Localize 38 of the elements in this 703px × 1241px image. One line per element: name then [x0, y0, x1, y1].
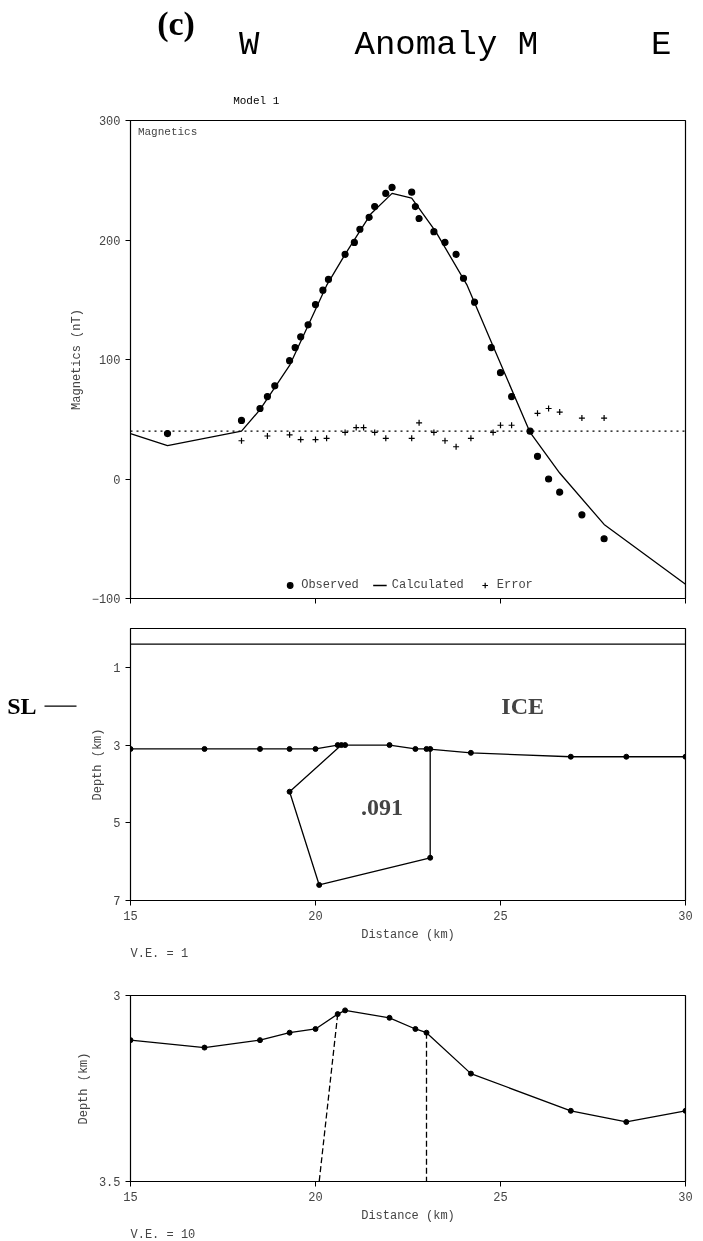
legend-label: Error — [496, 578, 533, 592]
y-tick-label: 3 — [113, 739, 121, 754]
x-tick-label: 20 — [308, 1190, 323, 1205]
y-tick-label: 7 — [113, 895, 121, 909]
chart-title: Anomaly M — [354, 26, 539, 65]
y-tick-label: 300 — [98, 115, 121, 129]
annotation: .091 — [361, 793, 404, 820]
y-tick-label: 200 — [98, 234, 121, 249]
text: Model 1 — [233, 95, 280, 108]
x-tick-label: 30 — [678, 1190, 693, 1205]
text: E — [650, 26, 672, 65]
y-tick-label: 0 — [113, 473, 121, 488]
text: SL — [7, 693, 37, 720]
text: (c) — [157, 5, 195, 44]
x-tick-label: 25 — [493, 909, 508, 924]
annotation: ICE — [501, 693, 545, 720]
y-tick-label: 3.5 — [98, 1176, 121, 1190]
x-tick-label: 30 — [678, 909, 693, 924]
x-tick-label: 15 — [123, 909, 138, 924]
x-tick-label: 15 — [123, 1190, 138, 1205]
text: V.E. = 10 — [130, 1227, 196, 1241]
x-axis-title: Distance (km) — [361, 927, 455, 942]
x-tick-label: 25 — [493, 1190, 508, 1205]
y-axis-title: Depth (km) — [91, 728, 106, 801]
x-tick-label: 20 — [308, 909, 323, 924]
y-axis-title: Magnetics (nT) — [69, 309, 84, 410]
legend-label: Observed — [301, 578, 359, 592]
text: V.E. = 1 — [130, 946, 189, 961]
y-tick-label: 100 — [98, 354, 121, 368]
y-tick-label: 3 — [113, 990, 121, 1004]
text: W — [238, 26, 260, 65]
x-axis-title: Distance (km) — [361, 1208, 455, 1223]
legend-label: Calculated — [391, 578, 464, 592]
y-tick-label: −100 — [91, 593, 121, 607]
y-axis-title: Depth (km) — [76, 1052, 91, 1125]
y-tick-label: 5 — [113, 817, 121, 832]
y-tick-label: 1 — [113, 661, 121, 676]
annotation: Magnetics — [137, 126, 198, 139]
